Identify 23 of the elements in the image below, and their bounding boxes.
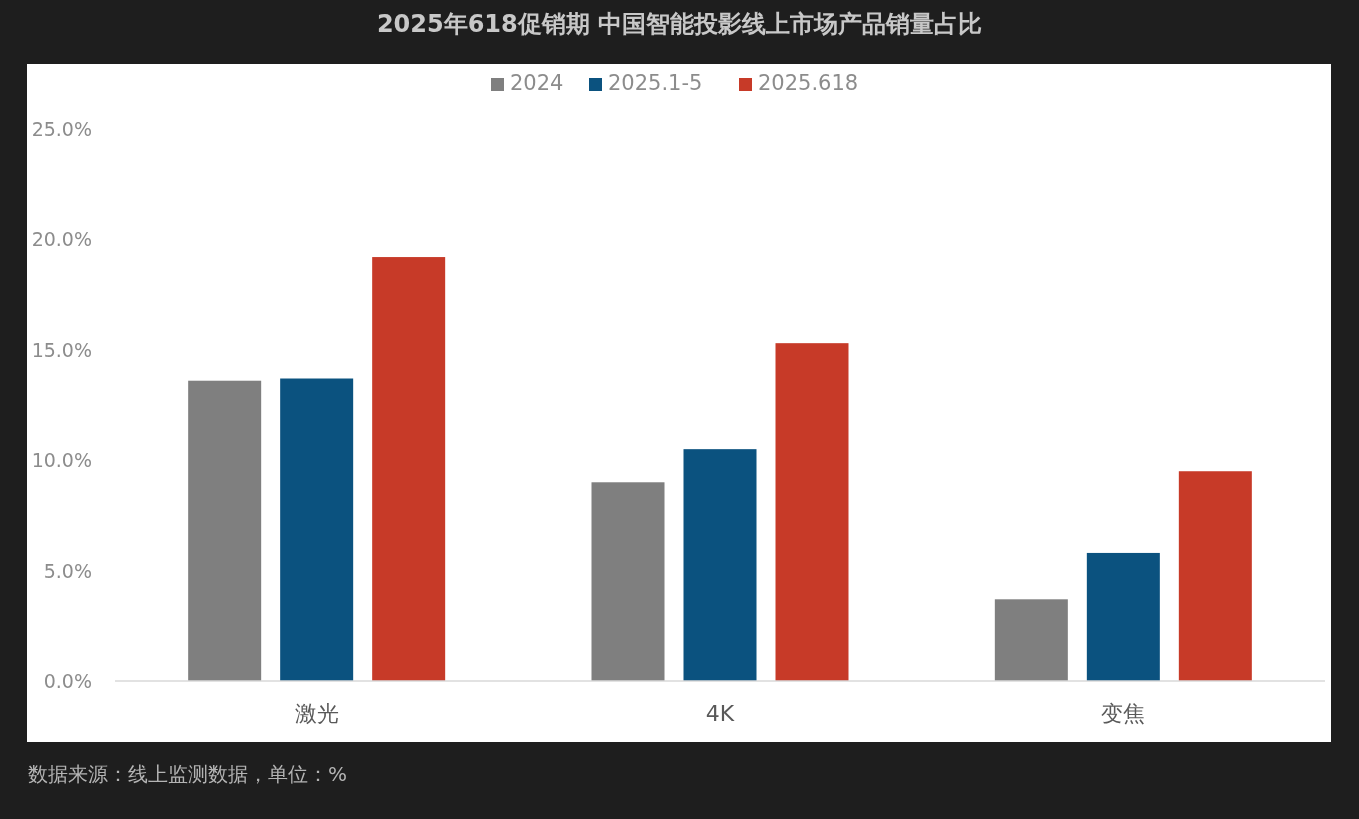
bar xyxy=(591,482,665,681)
y-tick-label: 20.0% xyxy=(31,228,92,251)
bar xyxy=(994,599,1068,681)
bar xyxy=(280,378,354,681)
bar xyxy=(1178,471,1252,681)
y-tick-label: 0.0% xyxy=(43,670,92,692)
x-tick-label: 激光 xyxy=(294,701,339,726)
chart-title: 2025年618促销期 中国智能投影线上市场产品销量占比 xyxy=(376,10,983,38)
y-tick-label: 10.0% xyxy=(31,449,92,472)
y-tick-label: 25.0% xyxy=(31,118,92,140)
y-tick-label: 15.0% xyxy=(31,338,92,361)
bar xyxy=(1086,552,1160,681)
x-tick-label: 变焦 xyxy=(1101,701,1146,726)
bar xyxy=(775,343,849,681)
legend-label: 2025.1-5 xyxy=(608,71,703,95)
legend-label: 2024 xyxy=(510,71,564,95)
x-tick-label: 4K xyxy=(705,701,735,726)
legend-label: 2025.618 xyxy=(758,71,859,95)
bar xyxy=(372,257,446,681)
bar xyxy=(188,380,262,681)
y-tick-label: 5.0% xyxy=(43,559,92,582)
bar xyxy=(683,449,757,681)
source-note: 数据来源：线上监测数据，单位：% xyxy=(28,762,348,786)
